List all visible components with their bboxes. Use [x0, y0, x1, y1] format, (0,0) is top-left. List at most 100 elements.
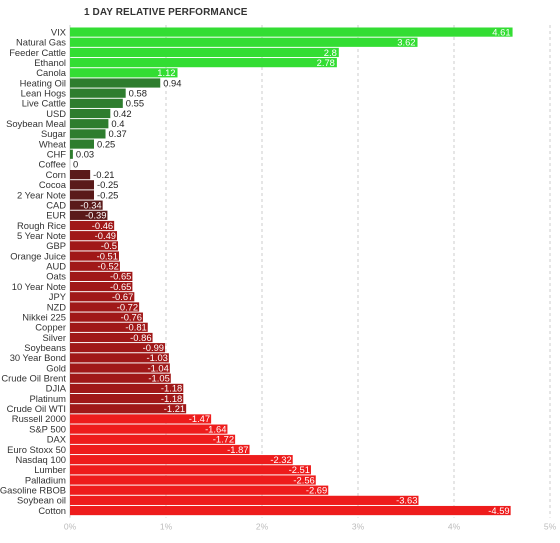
bar: [70, 373, 171, 383]
value-label: -2.51: [289, 464, 310, 475]
bar: [70, 139, 94, 149]
value-label: -2.69: [306, 484, 327, 495]
value-label: -0.81: [125, 322, 146, 333]
bar: [70, 251, 119, 261]
category-label: Gold: [46, 362, 66, 373]
category-label: Wheat: [39, 138, 66, 149]
bar: [70, 241, 118, 251]
bar: [70, 200, 103, 210]
bar: [70, 322, 148, 332]
category-label: JPY: [49, 291, 67, 302]
bar: [70, 353, 169, 363]
category-label: Soybeans: [24, 342, 66, 353]
value-label: -1.21: [164, 403, 185, 414]
bar: [70, 363, 170, 373]
category-label: Palladium: [25, 474, 66, 485]
bar: [70, 119, 109, 129]
value-label: -4.59: [488, 505, 509, 516]
value-label: 3.62: [397, 37, 415, 48]
bar: [70, 88, 126, 98]
value-label: 0.25: [97, 138, 115, 149]
category-label: Cocoa: [39, 179, 67, 190]
bar: [70, 475, 316, 485]
category-label: Canola: [36, 67, 66, 78]
category-label: Live Cattle: [22, 98, 66, 109]
x-tick-label: 3%: [352, 522, 365, 532]
chart-title: 1 DAY RELATIVE PERFORMANCE: [84, 7, 248, 18]
value-label: -0.99: [143, 342, 164, 353]
x-tick-label: 1%: [160, 522, 173, 532]
bar: [70, 404, 187, 414]
category-label: Crude Oil Brent: [1, 373, 66, 384]
bar: [70, 495, 419, 505]
value-label: 0.58: [129, 87, 147, 98]
x-tick-label: 0%: [64, 522, 77, 532]
bar: [70, 68, 178, 78]
value-label: -0.34: [80, 199, 101, 210]
category-label: Sugar: [41, 128, 66, 139]
value-label: -0.76: [121, 311, 142, 322]
value-label: -0.51: [97, 250, 118, 261]
category-label: GBP: [46, 240, 66, 251]
category-label: Euro Stoxx 50: [7, 444, 66, 455]
category-label: Nikkei 225: [22, 311, 66, 322]
value-label: -1.87: [227, 444, 248, 455]
bar: [70, 210, 108, 220]
bar: [70, 261, 120, 271]
bar: [70, 27, 513, 37]
value-label: 0.42: [113, 108, 131, 119]
category-label: Copper: [35, 322, 66, 333]
category-label: Cotton: [38, 505, 66, 516]
value-label: -2.56: [293, 474, 314, 485]
bar: [70, 281, 133, 292]
category-label: DAX: [47, 434, 67, 445]
value-label: -1.18: [161, 383, 182, 394]
value-label: -1.05: [148, 373, 169, 384]
category-label: S&P 500: [29, 423, 66, 434]
x-tick-label: 2%: [256, 522, 269, 532]
category-label: Ethanol: [34, 57, 66, 68]
category-label: 10 Year Note: [12, 281, 66, 292]
bar: [70, 332, 153, 343]
value-label: 0.4: [111, 118, 124, 129]
value-label: -1.03: [147, 352, 168, 363]
value-label: 0.03: [76, 149, 94, 160]
bar: [70, 343, 166, 353]
category-label: USD: [46, 108, 66, 119]
bar: [70, 190, 94, 200]
category-label: Platinum: [30, 393, 67, 404]
category-label: Feeder Cattle: [9, 47, 66, 58]
bars: [70, 27, 513, 516]
bar: [70, 393, 184, 404]
bar: [70, 271, 133, 282]
category-label: 2 Year Note: [17, 189, 66, 200]
category-label: 5 Year Note: [17, 230, 66, 241]
value-label: 0.94: [163, 77, 181, 88]
value-label: -1.18: [161, 393, 182, 404]
bar: [70, 170, 91, 180]
bar: [70, 465, 311, 475]
category-label: AUD: [46, 261, 66, 272]
category-label: Silver: [43, 332, 66, 343]
value-label: -0.52: [98, 261, 119, 272]
category-label: Corn: [46, 169, 66, 180]
bar: [70, 455, 293, 465]
value-label: -0.21: [93, 169, 114, 180]
bar: [70, 129, 106, 139]
value-label: -0.67: [112, 291, 133, 302]
bar: [70, 424, 228, 434]
bar: [70, 180, 94, 190]
bar: [70, 444, 250, 455]
value-label: 4.61: [492, 26, 510, 37]
value-label: 2.8: [324, 47, 337, 58]
value-label: 1.12: [157, 67, 175, 78]
bar: [70, 485, 329, 495]
category-label: Heating Oil: [20, 77, 66, 88]
value-label: 2.78: [317, 57, 335, 68]
category-label: CHF: [47, 149, 67, 160]
category-label: Gasoline RBOB: [0, 484, 66, 495]
bar: [70, 78, 161, 88]
value-label: 0.37: [109, 128, 127, 139]
value-label: -1.64: [205, 423, 226, 434]
x-axis-ticks: 0% 1% 2% 3% 4% 5%: [64, 522, 557, 532]
